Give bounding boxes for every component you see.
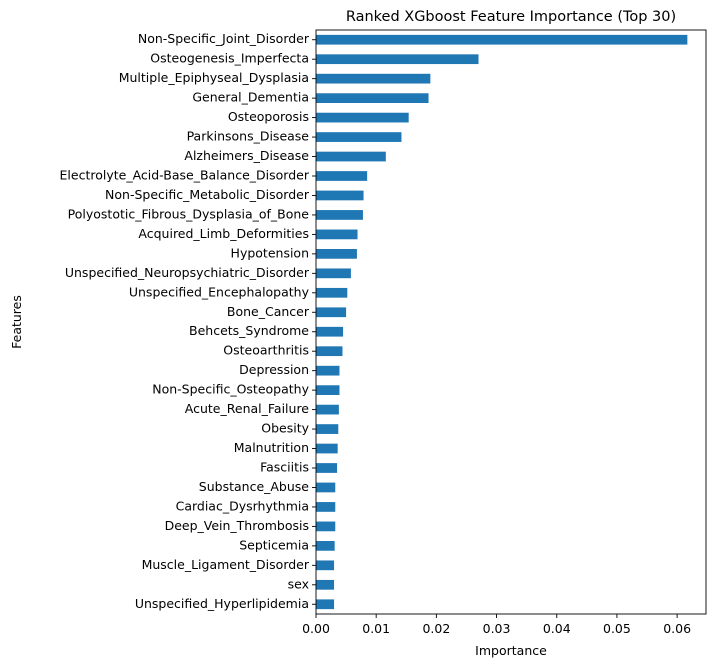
bar	[316, 73, 431, 84]
y-tick-label: Substance_Abuse	[199, 479, 310, 494]
bar	[316, 560, 335, 571]
bar	[316, 112, 409, 123]
bar	[316, 579, 335, 590]
y-tick-label: Non-Specific_Joint_Disorder	[138, 31, 310, 46]
y-tick-label: Bone_Cancer	[227, 304, 310, 319]
bar	[316, 307, 347, 318]
y-tick-label: Behcets_Syndrome	[189, 323, 309, 338]
bar	[316, 151, 386, 162]
y-tick-label: Osteoarthritis	[223, 343, 309, 358]
bar	[316, 521, 336, 532]
y-tick-label: Muscle_Ligament_Disorder	[142, 557, 310, 572]
y-tick-label: Multiple_Epiphyseal_Dysplasia	[119, 70, 309, 85]
y-tick-label: Acute_Renal_Failure	[185, 401, 310, 416]
bar	[316, 482, 336, 493]
bar	[316, 424, 339, 434]
x-axis-ticks: 0.00 0.01 0.02 0.03 0.04 0.05 0.06	[302, 614, 691, 636]
bar	[316, 404, 339, 415]
bar	[316, 346, 343, 357]
x-tick-label: 0.05	[603, 621, 631, 636]
plot-frame	[315, 29, 707, 615]
bar	[316, 365, 340, 376]
bar	[316, 385, 340, 395]
bar	[316, 54, 479, 65]
y-tick-label: Alzheimers_Disease	[184, 148, 309, 163]
bar	[316, 132, 402, 142]
bar	[316, 541, 335, 551]
y-tick-label: Unspecified_Hyperlipidemia	[135, 596, 309, 611]
y-axis-label: Features	[9, 295, 24, 349]
y-tick-label: General_Dementia	[192, 90, 309, 105]
x-tick-label: 0.06	[663, 621, 691, 636]
bar	[316, 287, 348, 298]
y-tick-label: Deep_Vein_Thrombosis	[165, 518, 309, 533]
bar	[316, 268, 351, 279]
bar	[316, 34, 688, 45]
y-tick-label: Osteogenesis_Imperfecta	[150, 51, 309, 66]
y-tick-label: Hypotension	[231, 245, 309, 260]
y-tick-label: Non-Specific_Osteopathy	[152, 382, 309, 397]
bar	[316, 326, 344, 337]
y-tick-label: Osteoporosis	[228, 109, 309, 124]
bars-group	[316, 34, 688, 610]
y-tick-label: Polyostotic_Fibrous_Dysplasia_of_Bone	[68, 206, 310, 221]
y-tick-label: Malnutrition	[234, 440, 309, 455]
bar	[316, 190, 364, 201]
y-tick-label: Fasciitis	[260, 460, 309, 475]
x-tick-label: 0.00	[302, 621, 330, 636]
y-tick-label: Cardiac_Dysrhythmia	[176, 498, 309, 513]
bar	[316, 93, 429, 103]
y-tick-label: Non-Specific_Metabolic_Disorder	[105, 187, 310, 202]
bar	[316, 229, 358, 240]
bar	[316, 249, 357, 259]
y-tick-labels: Non-Specific_Joint_Disorder Osteogenesis_…	[60, 31, 316, 611]
y-tick-label: Obesity	[261, 421, 309, 436]
bar	[316, 210, 363, 220]
bar	[316, 171, 368, 181]
y-tick-label: Parkinsons_Disease	[187, 129, 310, 144]
x-tick-label: 0.02	[422, 621, 450, 636]
chart-title: Ranked XGboost Feature Importance (Top 3…	[346, 9, 676, 25]
bar	[316, 502, 336, 512]
x-tick-label: 0.03	[483, 621, 511, 636]
y-tick-label: Acquired_Limb_Deformities	[138, 226, 309, 241]
y-tick-label: Electrolyte_Acid-Base_Balance_Disorder	[60, 168, 310, 183]
x-axis-label: Importance	[475, 643, 547, 658]
y-tick-label: Septicemia	[239, 537, 309, 552]
y-tick-label: Unspecified_Neuropsychiatric_Disorder	[65, 265, 310, 280]
bar	[316, 443, 338, 454]
x-tick-label: 0.04	[543, 621, 571, 636]
bar	[316, 599, 335, 610]
y-tick-label: Depression	[239, 362, 309, 377]
bar	[316, 463, 338, 473]
y-tick-label: sex	[288, 576, 309, 591]
x-tick-label: 0.01	[362, 621, 390, 636]
y-tick-label: Unspecified_Encephalopathy	[129, 284, 310, 299]
